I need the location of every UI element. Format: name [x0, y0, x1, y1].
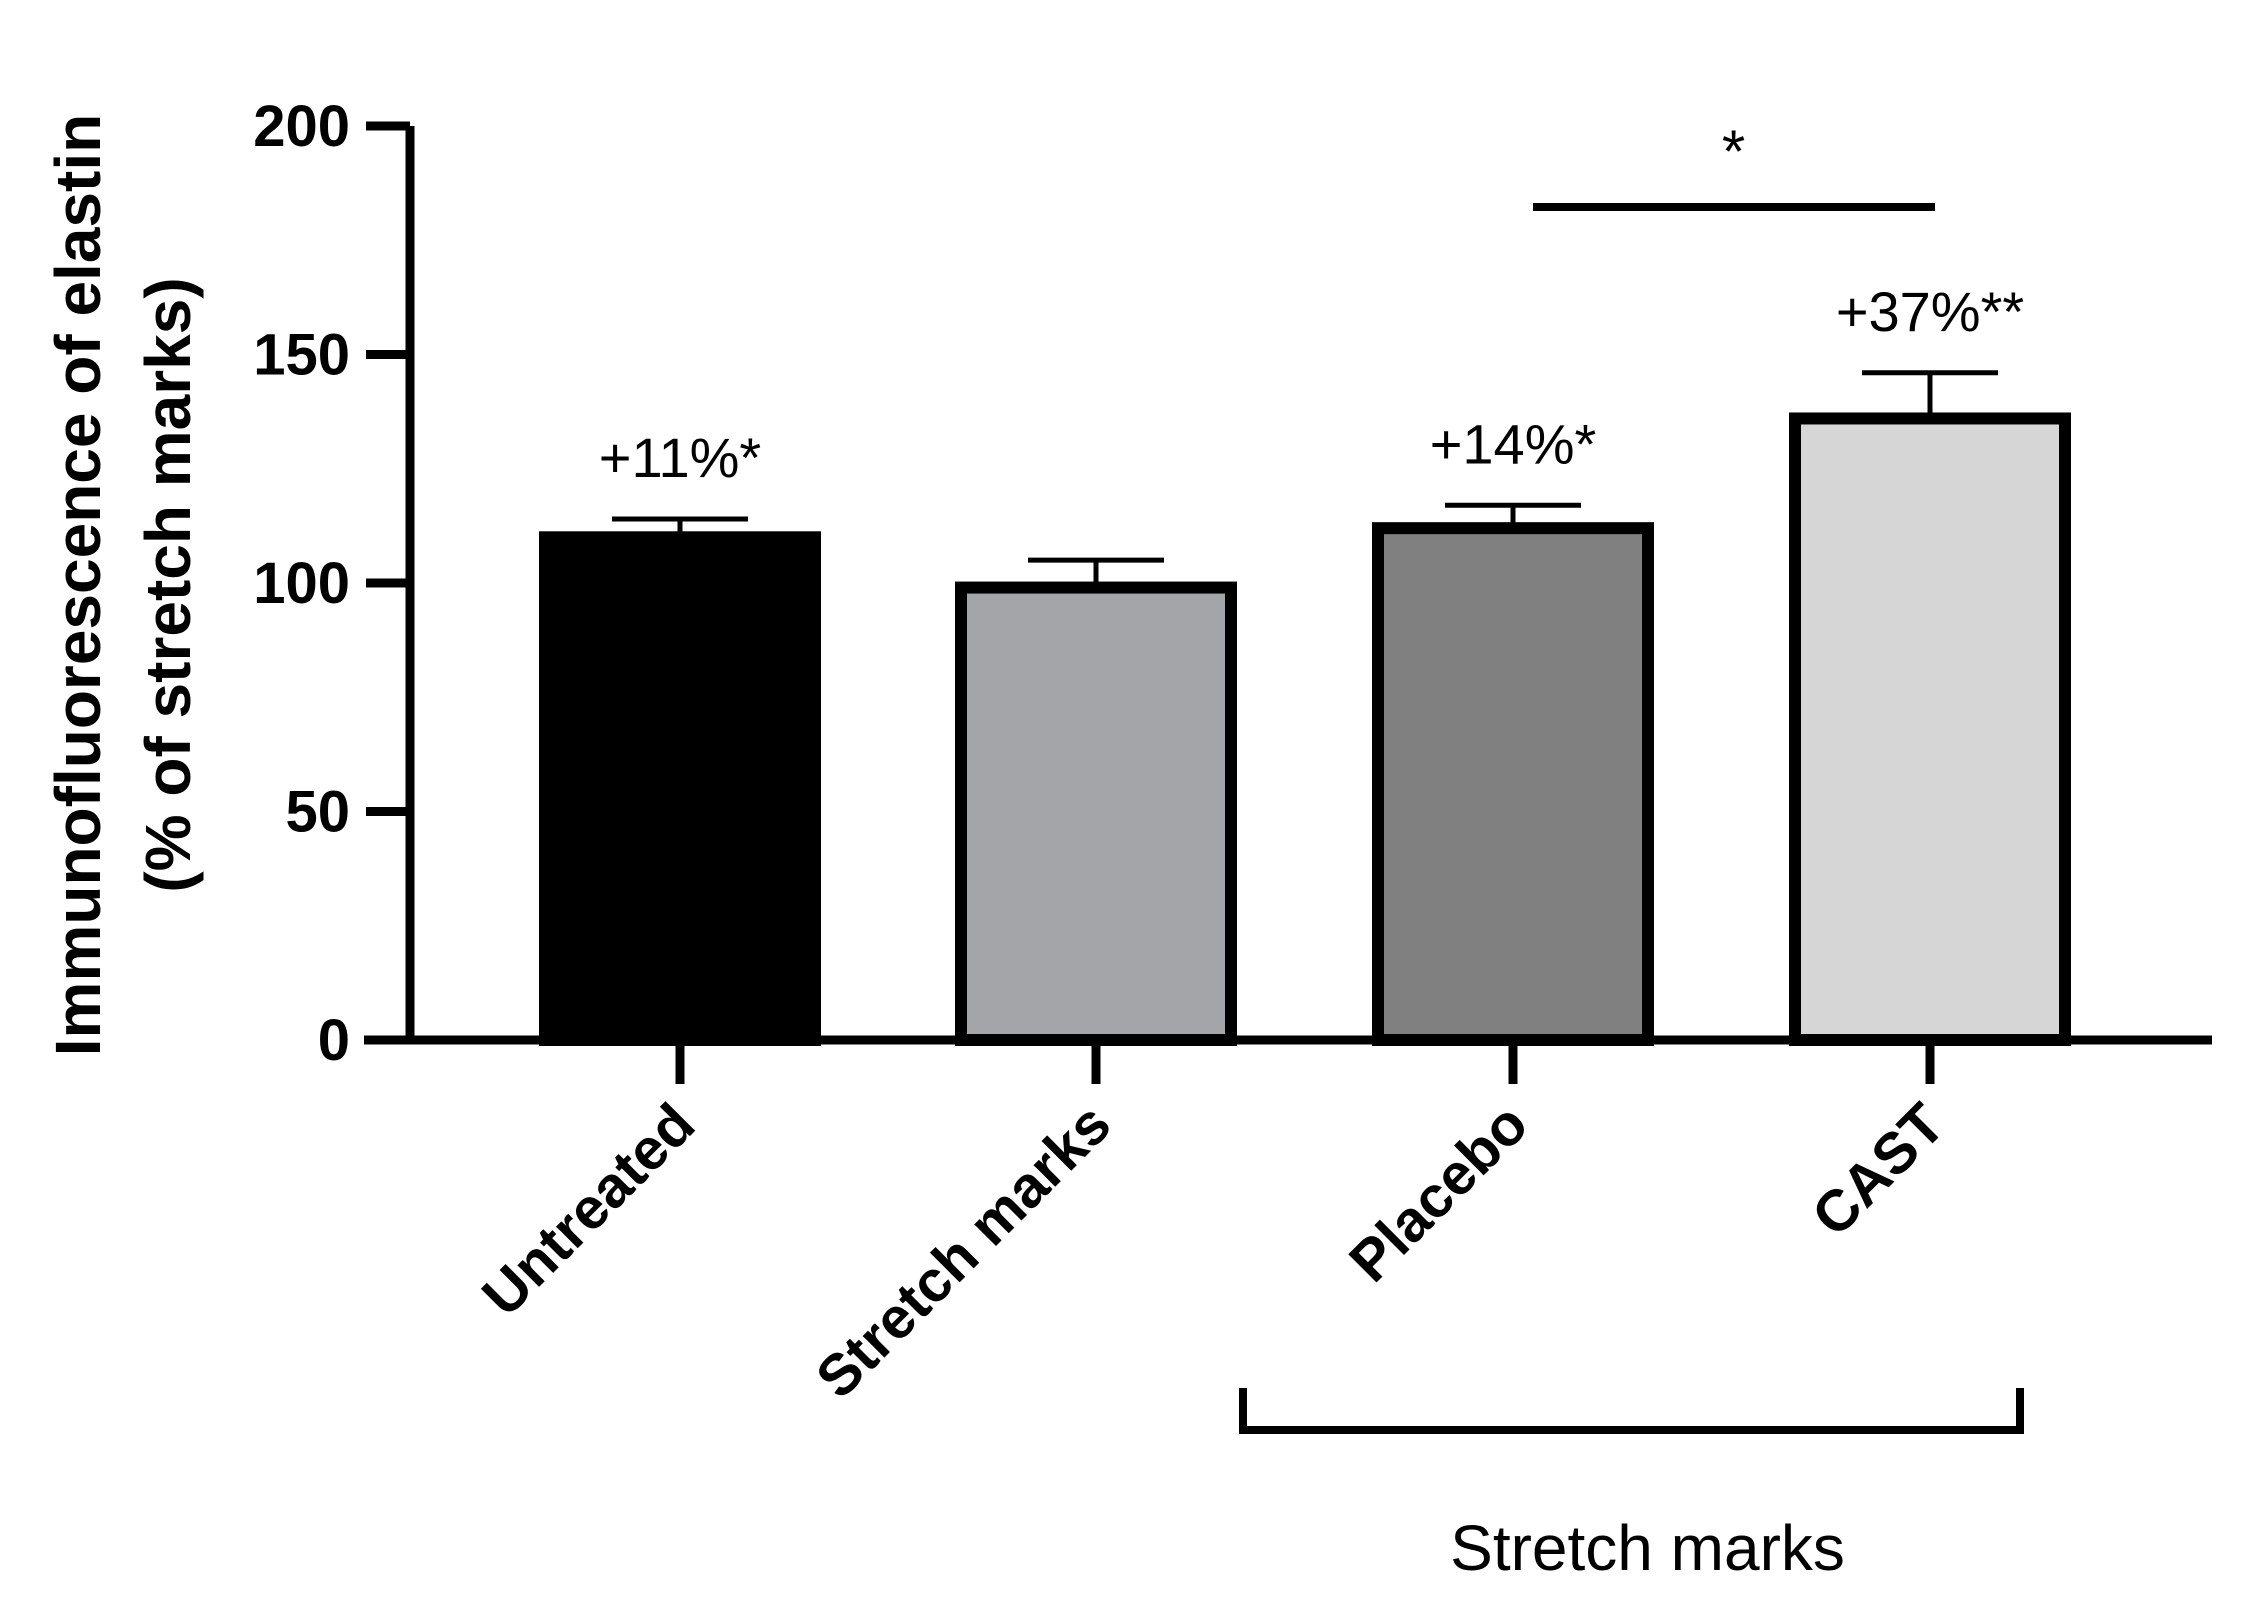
bar — [1789, 412, 2071, 1047]
group-bracket: Stretch marks — [1239, 1388, 2024, 1584]
bar-annotation: +14%* — [1430, 412, 1597, 475]
y-tick-label: 150 — [253, 323, 350, 388]
error-bars-group — [612, 370, 1998, 588]
bars-group — [539, 412, 2071, 1047]
x-tick-label: Placebo — [1337, 1091, 1540, 1294]
y-tick-label: 200 — [253, 94, 350, 159]
significance-bracket: * — [1533, 118, 1935, 211]
bar-annotation: +11%* — [599, 426, 761, 489]
y-axis-label: Immunofluorescence of elastin (% of stre… — [42, 114, 204, 1056]
axes — [364, 126, 2212, 1045]
x-axis-ticks: Untreated Stretch marks Placebo CAST — [470, 1040, 1957, 1411]
bar-annotation: +37%** — [1836, 280, 2024, 343]
y-tick-label: 50 — [285, 780, 350, 845]
x-tick-label: Untreated — [470, 1091, 707, 1328]
x-tick-label: CAST — [1800, 1091, 1958, 1249]
bar — [539, 531, 821, 1046]
group-bracket-label: Stretch marks — [1450, 1512, 1845, 1584]
y-axis-label-line2: (% of stretch marks) — [132, 277, 204, 892]
bar — [1372, 522, 1654, 1046]
y-tick-label: 100 — [253, 551, 350, 616]
annotations-group: +11%* +14%* +37%** — [599, 280, 2024, 489]
x-tick-label: Stretch marks — [804, 1091, 1124, 1411]
bar — [955, 581, 1237, 1046]
y-axis-label-line1: Immunofluorescence of elastin — [42, 114, 114, 1056]
y-tick-label: 0 — [318, 1008, 350, 1073]
y-axis-ticks: 0 50 100 150 200 — [253, 94, 410, 1073]
significance-label: * — [1722, 118, 1745, 185]
group-bracket-line — [1239, 1388, 2024, 1434]
